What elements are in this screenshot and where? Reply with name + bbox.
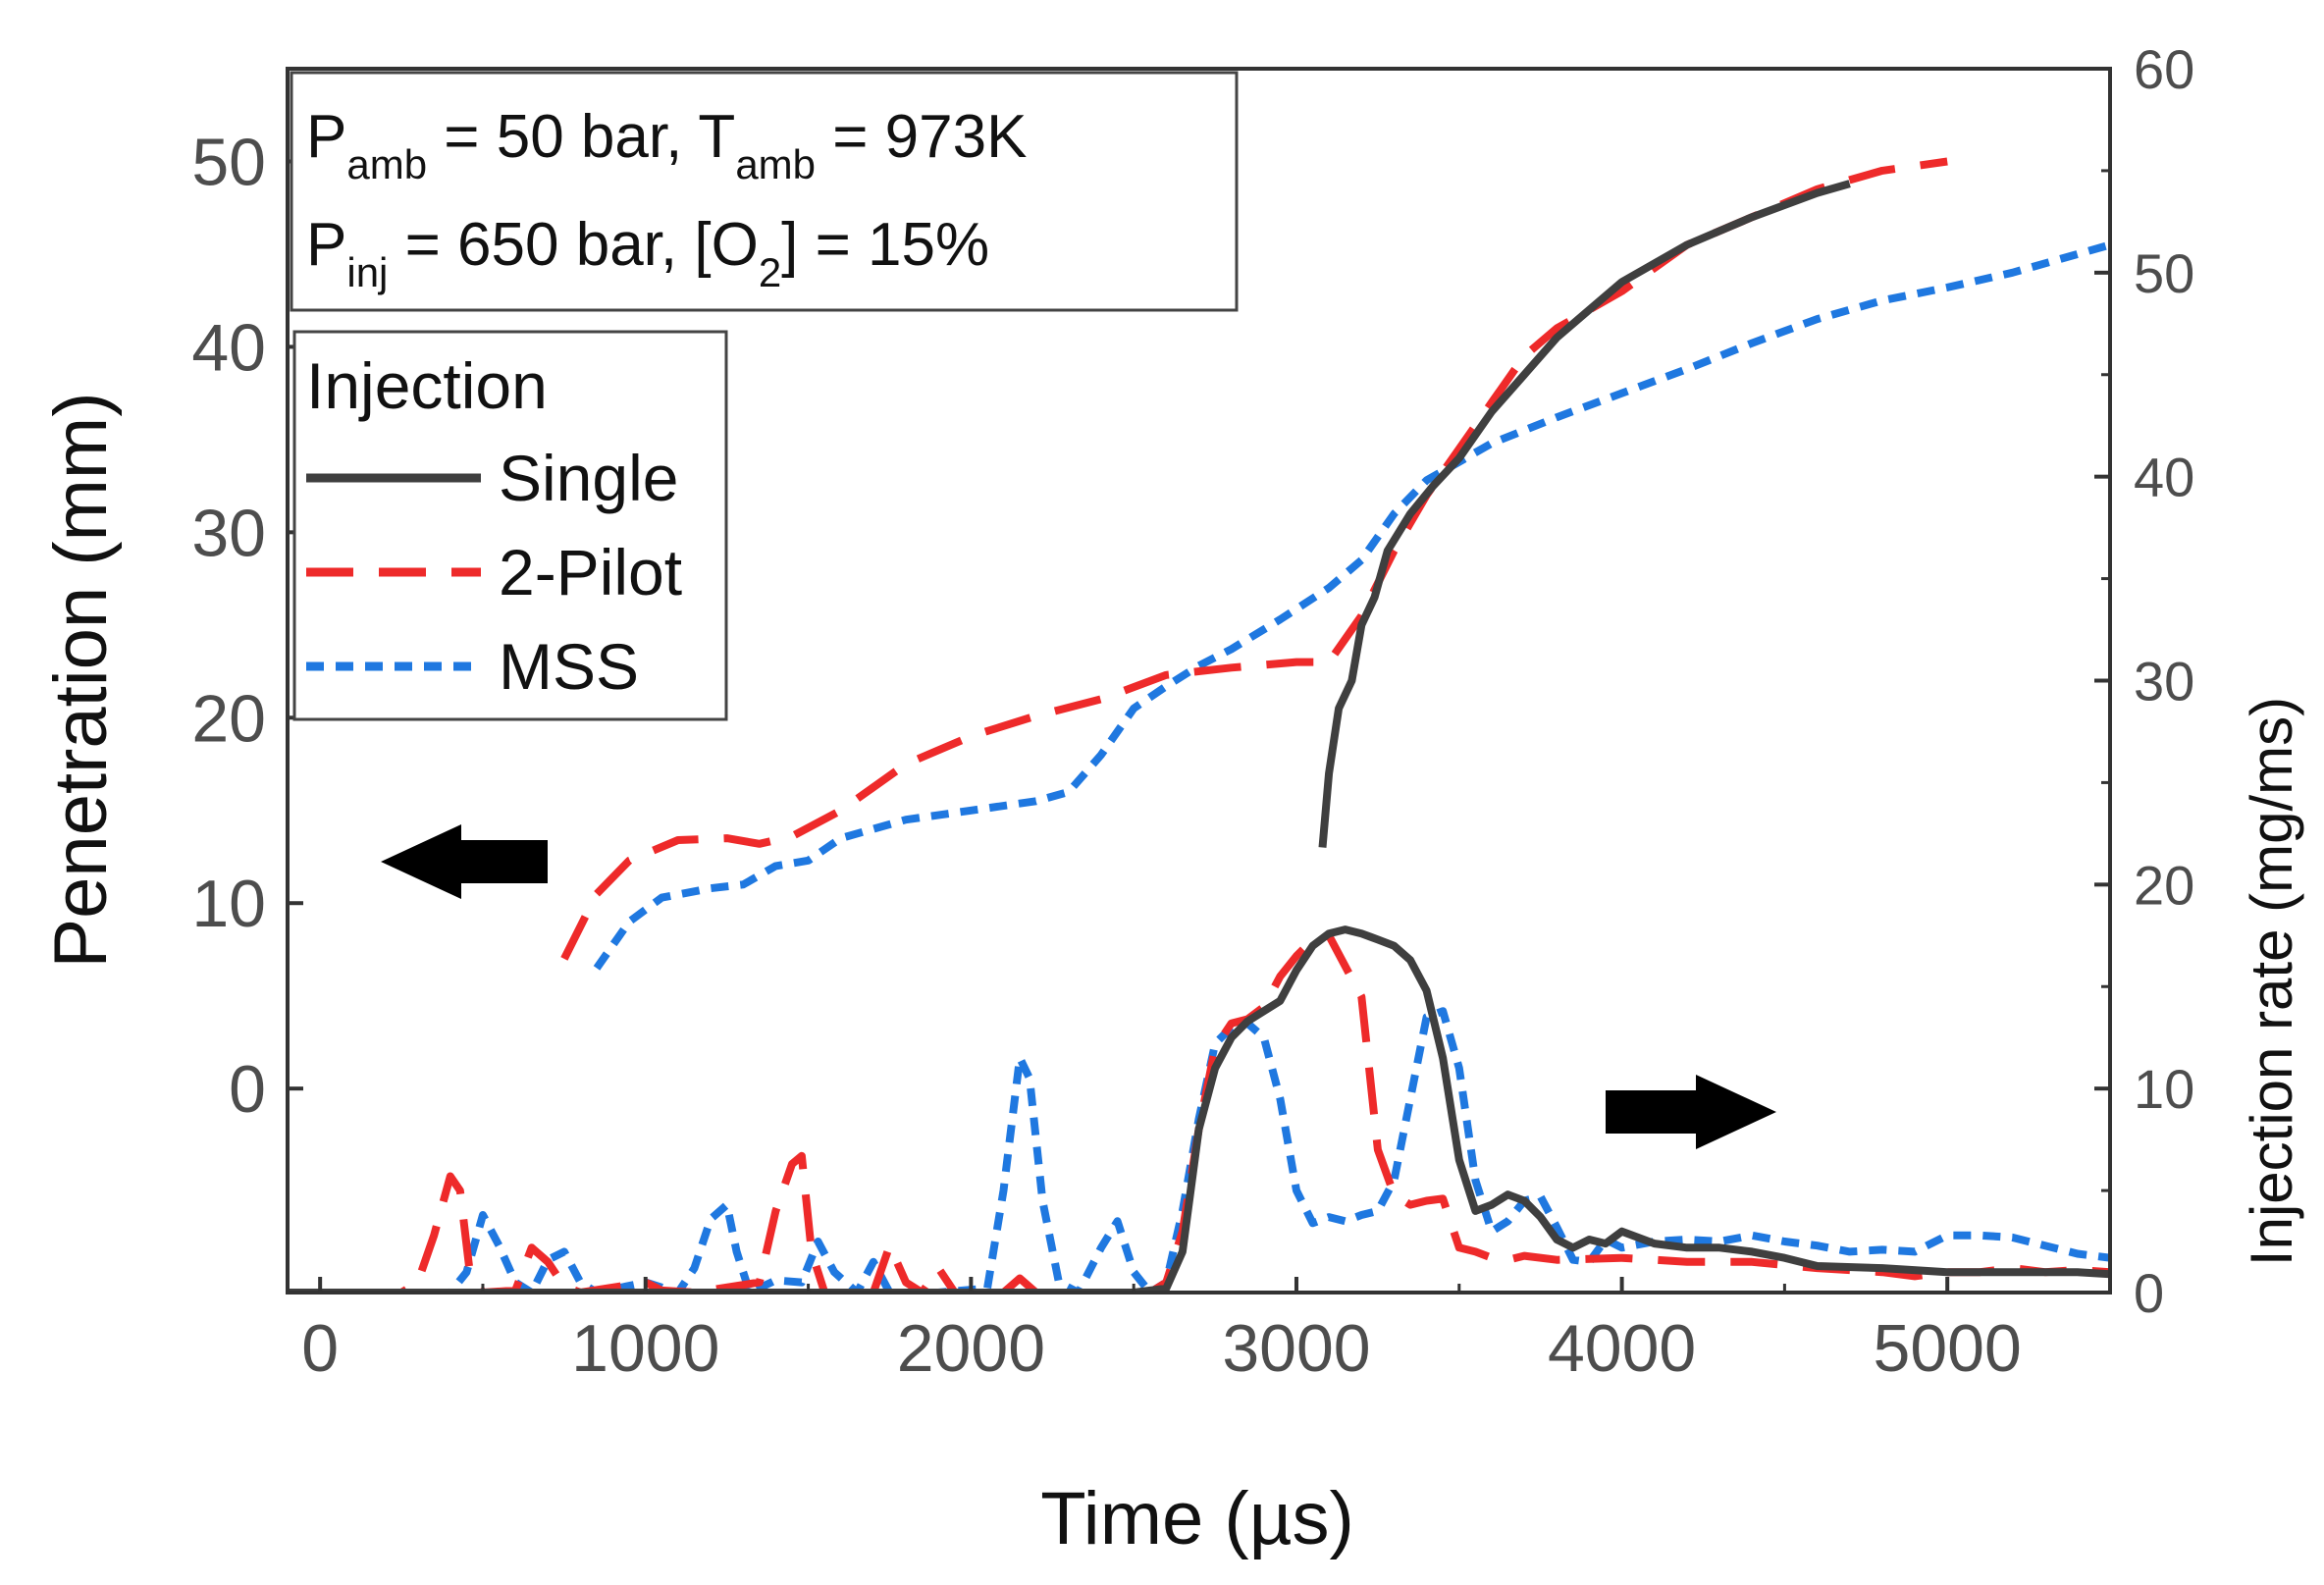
x-tick-label-5000: 5000	[1874, 1311, 2022, 1386]
legend-label-single: Single	[499, 442, 678, 514]
y-right-tick-label-40: 40	[2134, 447, 2194, 508]
y-right-tick-label-20: 20	[2134, 854, 2194, 916]
x-tick-label-3000: 3000	[1222, 1311, 1370, 1386]
y-right-tick-label-0: 0	[2134, 1262, 2164, 1324]
y-left-tick-label-10: 10	[191, 867, 266, 941]
y-right-tick-label-10: 10	[2134, 1058, 2194, 1120]
series-line-single-penetration	[1318, 180, 1851, 848]
left-axis-arrow	[381, 824, 548, 899]
ticks-layer: 0 1000 2000 3000 4000 5000 0 10 20 30 40 50 0 10 20 30 4…	[191, 38, 2194, 1386]
cond2-c: ] = 15%	[781, 211, 989, 279]
cond1-c: = 973K	[816, 103, 1027, 171]
y-axis-right-title: Injection rate (mg/ms)	[2239, 697, 2304, 1266]
conditions-box-frame	[290, 71, 1239, 312]
series-layer	[288, 157, 2110, 1293]
y-right-tick-label-30: 30	[2134, 651, 2194, 713]
x-axis-title: Time (µs)	[1040, 1477, 1354, 1560]
series-line-mss-penetration	[593, 240, 2110, 971]
cond2-b-sub: 2	[759, 249, 781, 295]
y-right-tick-label-50: 50	[2134, 242, 2194, 304]
y-right-tick-label-60: 60	[2134, 38, 2194, 100]
cond1-a-sub: amb	[346, 141, 427, 187]
y-axis-left-title: Penetration (mm)	[39, 392, 123, 968]
y-left-tick-label-30: 30	[191, 496, 266, 570]
y-left-tick-label-20: 20	[191, 681, 266, 756]
legend-label-mss: MSS	[499, 630, 639, 703]
conditions-line-2: Pinj = 650 bar, [O2] = 15%	[306, 211, 989, 295]
cond1-b-sub: amb	[735, 141, 816, 187]
legend-label-2-pilot: 2-Pilot	[499, 536, 682, 608]
series-line-single-rate	[288, 925, 2110, 1293]
series-line-2-pilot-penetration	[560, 157, 1948, 961]
cond2-a-sub: inj	[346, 249, 388, 295]
y-left-tick-label-40: 40	[191, 310, 266, 385]
x-tick-label-4000: 4000	[1548, 1311, 1696, 1386]
legend-title: Injection	[306, 349, 548, 422]
x-tick-label-2000: 2000	[897, 1311, 1045, 1386]
y-left-tick-label-0: 0	[229, 1052, 266, 1127]
right-axis-arrow	[1606, 1075, 1776, 1149]
conditions-box: Pamb = 50 bar, Tamb = 973K Pinj = 650 ba…	[290, 71, 1239, 312]
series-line-mss-rate	[288, 1007, 2110, 1293]
legend-frame	[292, 330, 728, 721]
conditions-line-1: Pamb = 50 bar, Tamb = 973K	[306, 103, 1027, 187]
x-tick-label-0: 0	[301, 1311, 339, 1386]
cond1-a: P	[306, 103, 346, 171]
y-left-tick-label-50: 50	[191, 125, 266, 199]
legend: Injection Single 2-Pilot MSS	[292, 330, 728, 721]
cond2-a: P	[306, 211, 346, 279]
x-tick-label-1000: 1000	[571, 1311, 719, 1386]
cond1-b: = 50 bar, T	[427, 103, 735, 171]
cond2-b: = 650 bar, [O	[388, 211, 758, 279]
